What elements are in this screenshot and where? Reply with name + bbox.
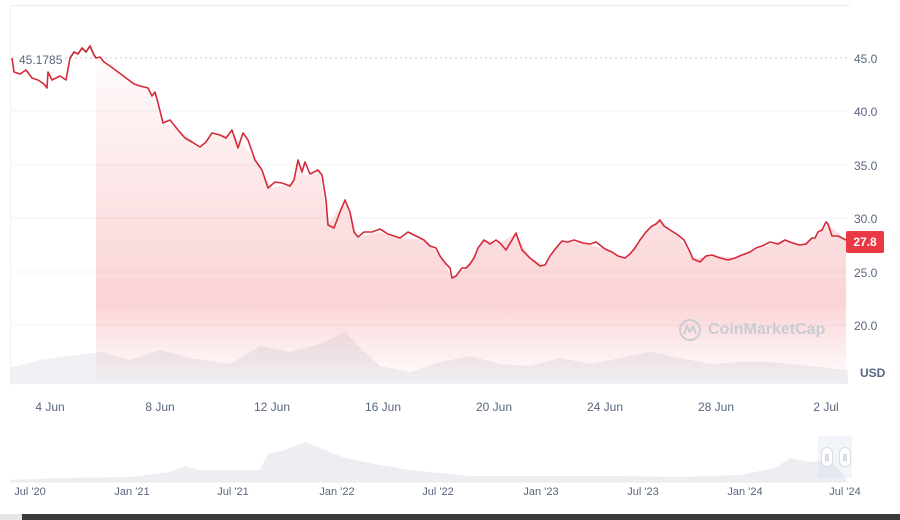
navigator-tick: Jan '24 xyxy=(727,486,763,498)
y-tick-25: 25.0 xyxy=(854,266,878,280)
navigator-volume-area xyxy=(10,442,846,482)
price-chart[interactable] xyxy=(0,0,900,430)
navigator-tick: Jul '20 xyxy=(14,486,46,498)
left-border xyxy=(10,5,11,385)
x-tick: 2 Jul xyxy=(813,400,839,414)
x-tick: 4 Jun xyxy=(35,400,65,414)
navigator-tick: Jan '21 xyxy=(114,486,150,498)
x-tick: 16 Jun xyxy=(364,400,402,414)
y-tick-45: 45.0 xyxy=(854,52,878,66)
y-tick-40: 40.0 xyxy=(854,105,878,119)
navigator-left-handle[interactable]: || xyxy=(821,447,833,467)
navigator-tick: Jan '22 xyxy=(319,486,355,498)
navigator-tick: Jul '24 xyxy=(829,486,861,498)
price-area-fill xyxy=(96,58,846,384)
navigator-tick: Jul '23 xyxy=(627,486,659,498)
watermark-text: CoinMarketCap xyxy=(708,321,826,338)
high-price-label: 45.1785 xyxy=(17,53,65,67)
top-border xyxy=(10,5,850,6)
x-tick: 28 Jun xyxy=(697,400,735,414)
x-tick: 8 Jun xyxy=(145,400,175,414)
x-tick: 24 Jun xyxy=(586,400,624,414)
x-tick: 20 Jun xyxy=(475,400,513,414)
navigator-tick: Jul '21 xyxy=(217,486,249,498)
navigator-tick: Jan '23 xyxy=(523,486,559,498)
scrollbar-track-left xyxy=(0,514,22,520)
current-price-badge: 27.8 xyxy=(846,231,884,253)
navigator-chart[interactable] xyxy=(0,430,900,485)
horizontal-scrollbar[interactable] xyxy=(22,514,900,520)
y-tick-20: 20.0 xyxy=(854,319,878,333)
x-tick: 12 Jun xyxy=(253,400,291,414)
currency-label: USD xyxy=(860,366,886,380)
y-tick-35: 35.0 xyxy=(854,159,878,173)
navigator-right-handle[interactable]: || xyxy=(839,447,851,467)
navigator-tick: Jul '22 xyxy=(422,486,454,498)
y-tick-30: 30.0 xyxy=(854,212,878,226)
price-line-down xyxy=(11,45,847,279)
coinmarketcap-logo-icon xyxy=(679,319,701,341)
coinmarketcap-watermark: CoinMarketCap xyxy=(678,318,825,342)
